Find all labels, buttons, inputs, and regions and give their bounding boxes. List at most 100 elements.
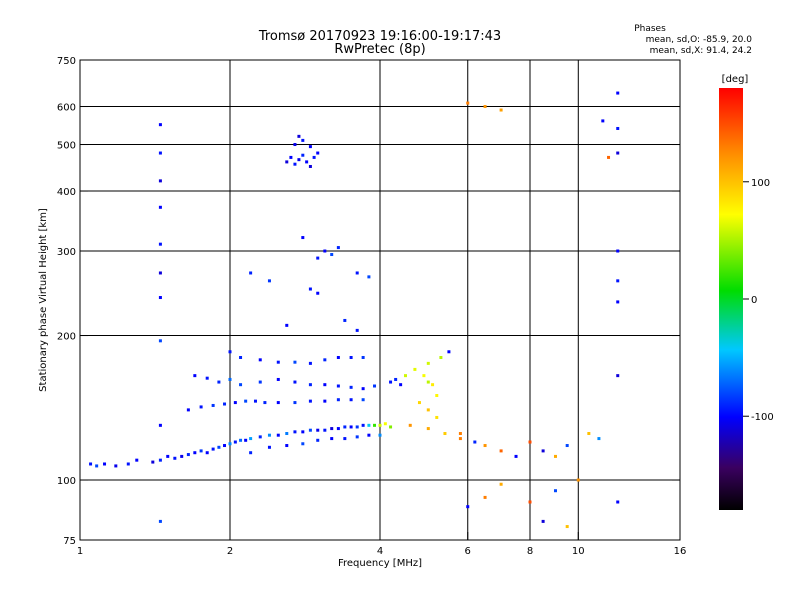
data-point [447,350,451,354]
data-point [616,279,620,283]
data-point [233,440,237,444]
data-point [458,432,462,436]
data-point [217,380,221,384]
data-point [301,138,305,142]
data-point [553,454,557,458]
data-point [541,519,545,523]
data-points [89,91,620,529]
data-point [228,350,232,354]
data-point [285,323,289,327]
data-point [293,430,297,434]
data-point [483,444,487,448]
data-point [253,399,257,403]
data-point [276,377,280,381]
data-point [616,500,620,504]
data-point [426,427,430,431]
data-point [426,361,430,365]
data-point [158,271,162,275]
data-point [263,401,267,405]
data-point [249,437,253,441]
data-point [233,401,237,405]
data-point [403,374,407,378]
data-point [389,380,393,384]
colorbar-tick-label: 100 [751,178,770,189]
data-point [186,453,190,457]
data-point [211,403,215,407]
x-tick-label: 16 [674,546,687,557]
data-point [499,108,503,112]
data-point [285,432,289,436]
colorbar-ticks: 100 0 -100 [743,178,774,423]
data-point [249,271,253,275]
data-point [413,367,417,371]
data-point [330,437,334,441]
data-point [616,126,620,130]
data-point [158,423,162,427]
data-point [267,445,271,449]
data-point [323,399,327,403]
data-point [597,437,601,441]
data-point [343,425,347,429]
data-point [308,164,312,168]
y-tick-label: 75 [63,536,76,547]
data-point [258,435,262,439]
y-axis-label: Stationary phase Virtual Height [km] [38,208,49,392]
colorbar [719,88,743,510]
data-point [228,377,232,381]
data-point [244,438,248,442]
data-point [422,374,426,378]
data-point [323,249,327,253]
data-point [316,428,320,432]
data-point [158,242,162,246]
data-point [336,384,340,388]
data-point [323,358,327,362]
data-point [244,399,248,403]
data-point [305,160,309,164]
data-point [439,355,443,359]
data-point [361,423,365,427]
data-point [499,449,503,453]
y-tick-label: 600 [57,103,76,114]
data-point [223,402,227,406]
data-point [408,423,412,427]
data-point [158,458,162,462]
data-point [349,355,353,359]
grid-lines [80,60,680,540]
data-point [289,155,293,159]
data-point [89,462,93,466]
data-point [499,482,503,486]
data-point [323,428,327,432]
data-point [616,151,620,155]
data-point [211,447,215,451]
y-tick-label: 500 [57,141,76,152]
data-point [355,271,359,275]
data-point [426,408,430,412]
data-point [158,123,162,127]
data-point [330,427,334,431]
data-point [166,454,170,458]
x-tick-label: 2 [227,546,233,557]
data-point [426,380,430,384]
data-point [293,360,297,364]
data-point [399,383,403,387]
data-point [528,440,532,444]
data-point [336,355,340,359]
chart-subtitle: RwPretec (8p) [334,42,425,57]
data-point [336,427,340,431]
data-point [514,454,518,458]
data-point [483,495,487,499]
data-point [217,445,221,449]
data-point [103,462,107,466]
data-point [239,355,243,359]
data-point [565,444,569,448]
data-point [565,525,569,529]
data-point [158,205,162,209]
data-point [199,405,203,409]
data-point [135,458,139,462]
data-point [114,464,118,468]
data-point [349,425,353,429]
data-point [301,236,305,240]
data-point [312,155,316,159]
data-point [316,291,320,295]
data-point [483,105,487,109]
